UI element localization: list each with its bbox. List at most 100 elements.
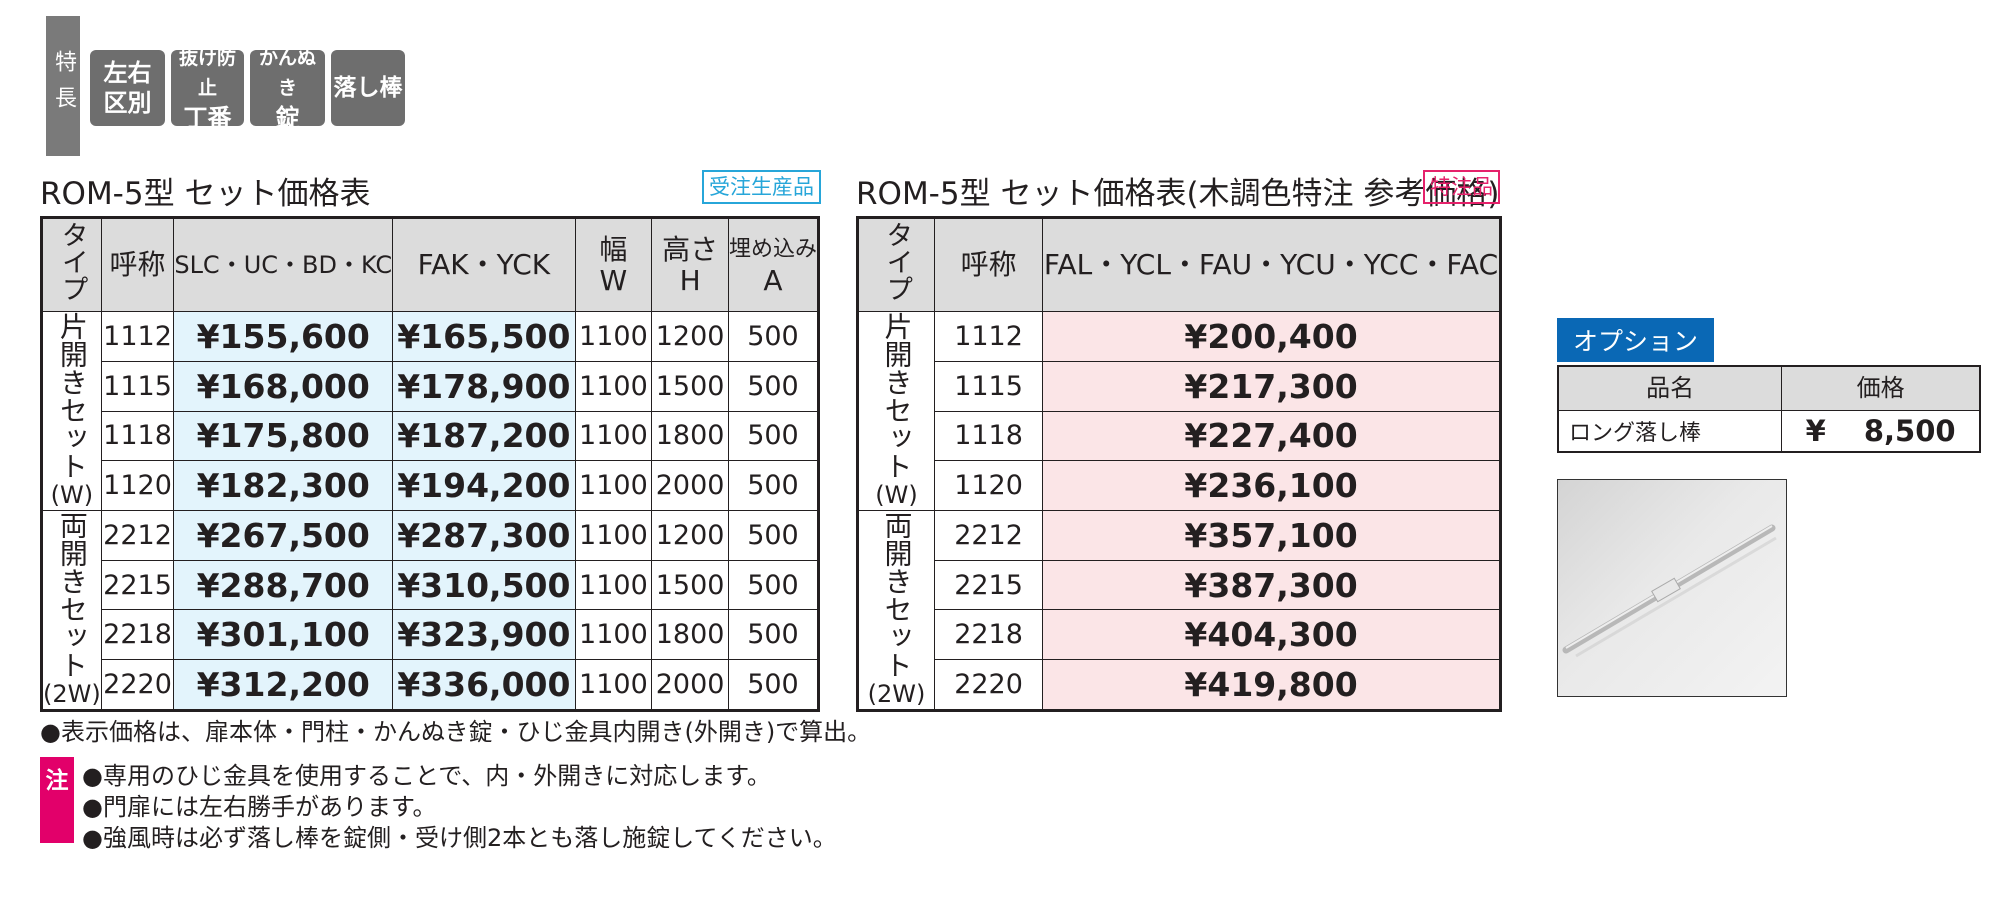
caution-note-3: ●強風時は必ず落し棒を錠側・受け側2本とも落し施錠してください。 <box>82 824 837 852</box>
row-price-fak-yck: ¥287,300 <box>392 510 576 561</box>
row-width: 1100 <box>574 559 653 611</box>
table-row: 2215 ¥387,300 <box>858 559 1501 611</box>
type-group-name: 片開きセット <box>880 312 914 480</box>
type-group-cell: 片開きセット (W) <box>856 311 936 511</box>
badge-line: 区別 <box>103 89 152 117</box>
row-width: 1100 <box>574 609 653 661</box>
row-code: 1115 <box>934 360 1044 412</box>
type-group-label: 両開きセット (2W) <box>859 511 934 709</box>
type-group-label: 片開きセット (W) <box>43 312 101 510</box>
row-embed: 500 <box>727 510 820 561</box>
row-code: 2212 <box>100 510 175 561</box>
row-price-fak-yck: ¥336,000 <box>392 659 576 711</box>
type-group-name: 片開きセット <box>55 312 89 480</box>
feature-label: 特長 <box>46 16 80 156</box>
row-height: 1500 <box>651 360 729 412</box>
row-height: 1800 <box>651 609 729 661</box>
header-type: タイプ <box>856 217 936 312</box>
row-code: 2220 <box>934 659 1044 711</box>
row-height: 1200 <box>651 510 729 561</box>
caution-note-2: ●門扉には左右勝手があります。 <box>82 793 437 821</box>
header-embed-text: 埋め込み <box>728 237 817 262</box>
header-height-unit: H <box>679 264 701 297</box>
row-embed: 500 <box>727 311 820 362</box>
option-item-price: ¥8,500 <box>1781 409 1981 453</box>
caution-mark: 注 <box>40 757 74 843</box>
row-embed: 500 <box>727 659 820 711</box>
feature-badge-bolt-lock: かんぬき 錠 <box>250 47 325 132</box>
feature-badge-drop-rod: 落し棒 <box>331 50 405 126</box>
row-height: 1200 <box>651 311 729 362</box>
type-group-suffix: (2W) <box>43 680 101 708</box>
row-price-standard: ¥267,500 <box>173 510 394 561</box>
long-drop-rod-photo <box>1557 479 1787 697</box>
table-row: 1120 ¥236,100 <box>858 460 1501 511</box>
row-width: 1100 <box>574 360 653 412</box>
option-header-price: 価格 <box>1781 365 1981 411</box>
row-code: 2212 <box>934 510 1044 561</box>
table-row: 2218 ¥404,300 <box>858 609 1501 661</box>
type-group-cell: 片開きセット (W) <box>41 311 102 511</box>
table-row: 2218 ¥301,100 ¥323,900 1100 1800 500 <box>42 609 820 661</box>
table1-title: ROM-5型 セット価格表 <box>40 176 371 212</box>
row-height: 2000 <box>651 460 729 511</box>
row-code: 1120 <box>934 460 1044 511</box>
table2-body: 片開きセット (W) 1112 ¥200,400 1115 ¥217,300 1118 ¥22… <box>856 311 1501 711</box>
badge-line: 左右 <box>103 59 152 87</box>
option-item-name: ロング落し棒 <box>1557 409 1783 453</box>
row-code: 2215 <box>934 559 1044 611</box>
row-code: 2218 <box>934 609 1044 661</box>
row-price-standard: ¥288,700 <box>173 559 394 611</box>
table-row: 1115 ¥168,000 ¥178,900 1100 1500 500 <box>42 360 820 412</box>
header-name: 呼称 <box>934 217 1044 312</box>
yen-sign: ¥ <box>1805 413 1826 448</box>
row-embed: 500 <box>727 460 820 511</box>
row-width: 1100 <box>574 410 653 462</box>
header-color-group: FAL・YCL・FAU・YCU・YCC・FAC <box>1042 217 1501 312</box>
header-width-unit: W <box>599 264 628 297</box>
header-embed-unit: A <box>763 264 783 297</box>
table-row: 片開きセット (W) 1112 ¥155,600 ¥165,500 1100 1200 500 <box>41 311 820 511</box>
row-code: 1112 <box>100 311 175 362</box>
table-row: 2220 ¥312,200 ¥336,000 1100 2000 500 <box>42 659 820 711</box>
type-group-label: 両開きセット (2W) <box>43 511 101 709</box>
table-row: 1118 ¥227,400 <box>858 410 1501 462</box>
row-price-woodgrain: ¥227,400 <box>1042 410 1501 462</box>
row-price-fak-yck: ¥178,900 <box>392 360 576 412</box>
type-group-cell: 両開きセット (2W) <box>41 510 102 711</box>
badge-line: 錠 <box>275 104 300 132</box>
row-code: 1112 <box>934 311 1044 362</box>
table-row: 1115 ¥217,300 <box>858 360 1501 412</box>
row-price-woodgrain: ¥236,100 <box>1042 460 1501 511</box>
row-embed: 500 <box>727 410 820 462</box>
table2-title: ROM-5型 セット価格表(木調色特注 参考価格) <box>856 176 1500 212</box>
header-name: 呼称 <box>100 217 175 312</box>
table-row: 両開きセット (2W) 2212 ¥357,100 <box>856 510 1501 711</box>
option-table: 品名 価格 ロング落し棒 ¥8,500 <box>1557 365 1981 453</box>
table-row: 両開きセット (2W) 2212 ¥267,500 ¥287,300 1100 1200 50… <box>41 510 820 711</box>
type-group-cell: 両開きセット (2W) <box>856 510 936 711</box>
row-code: 1120 <box>100 460 175 511</box>
type-group-suffix: (W) <box>50 481 94 509</box>
header-width-text: 幅 <box>599 233 628 266</box>
row-width: 1100 <box>574 311 653 362</box>
price-basis-note: ●表示価格は、扉本体・門柱・かんぬき錠・ひじ金具内開き(外開き)で算出。 <box>40 718 872 746</box>
table-row: 2215 ¥288,700 ¥310,500 1100 1500 500 <box>42 559 820 611</box>
type-group-suffix: (2W) <box>867 680 926 708</box>
row-height: 1500 <box>651 559 729 611</box>
header-height-text: 高さ <box>662 233 719 266</box>
header-type-text: タイプ <box>881 221 913 302</box>
row-price-standard: ¥312,200 <box>173 659 394 711</box>
header-color-group-1: SLC・UC・BD・KC <box>173 217 394 312</box>
table-row: 1118 ¥175,800 ¥187,200 1100 1800 500 <box>42 410 820 462</box>
row-price-fak-yck: ¥187,200 <box>392 410 576 462</box>
row-price-standard: ¥182,300 <box>173 460 394 511</box>
row-price-standard: ¥155,600 <box>173 311 394 362</box>
row-price-woodgrain: ¥387,300 <box>1042 559 1501 611</box>
badge-line: 丁番 <box>183 104 232 132</box>
row-price-woodgrain: ¥200,400 <box>1042 311 1501 362</box>
row-height: 1800 <box>651 410 729 462</box>
table1-body: 片開きセット (W) 1112 ¥155,600 ¥165,500 1100 1200 500… <box>41 311 820 711</box>
